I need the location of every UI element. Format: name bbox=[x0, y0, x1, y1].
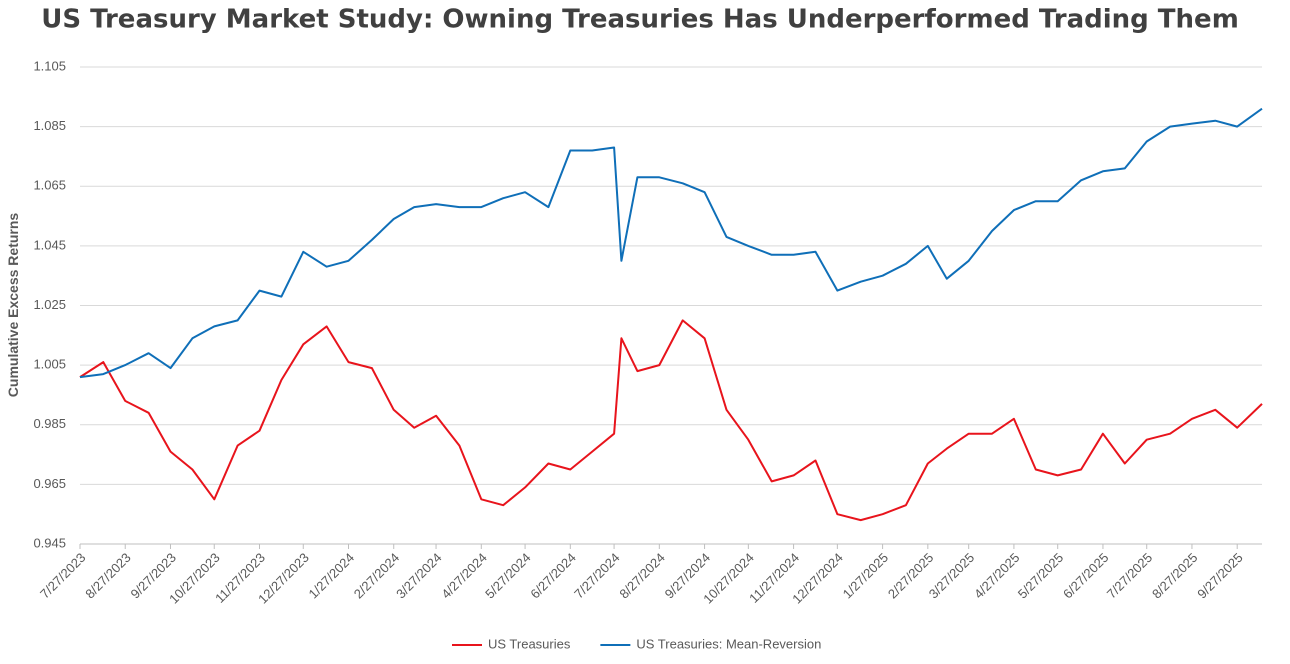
x-tick-label: 7/27/2024 bbox=[571, 550, 623, 602]
legend-label: US Treasuries: Mean-Reversion bbox=[636, 636, 821, 651]
x-tick-label: 5/27/2025 bbox=[1015, 550, 1067, 602]
x-tick-label: 9/27/2025 bbox=[1194, 550, 1246, 602]
y-axis-title: Cumulative Excess Returns bbox=[5, 213, 21, 398]
y-tick-label: 1.025 bbox=[33, 297, 66, 312]
x-tick-label: 8/27/2025 bbox=[1149, 550, 1201, 602]
x-tick-label: 4/27/2025 bbox=[971, 550, 1023, 602]
x-tick-label: 5/27/2024 bbox=[482, 550, 534, 602]
x-tick-label: 3/27/2024 bbox=[393, 550, 445, 602]
legend-label: US Treasuries bbox=[488, 636, 571, 651]
y-tick-label: 0.945 bbox=[33, 535, 66, 550]
y-tick-label: 0.965 bbox=[33, 476, 66, 491]
x-tick-label: 1/27/2024 bbox=[306, 550, 358, 602]
x-tick-label: 6/27/2024 bbox=[527, 550, 579, 602]
x-tick-label: 1/27/2025 bbox=[840, 550, 892, 602]
line-series bbox=[79, 319, 1263, 522]
x-tick-label: 7/27/2023 bbox=[37, 550, 89, 602]
line-series bbox=[79, 107, 1263, 379]
x-tick-label: 8/27/2023 bbox=[82, 550, 134, 602]
x-tick-label: 2/27/2024 bbox=[351, 550, 403, 602]
y-tick-label: 1.085 bbox=[33, 118, 66, 133]
y-tick-label: 1.105 bbox=[33, 58, 66, 73]
x-tick-label: 7/27/2025 bbox=[1104, 550, 1156, 602]
chart-title: US Treasury Market Study: Owning Treasur… bbox=[41, 5, 1239, 35]
x-tick-label: 4/27/2024 bbox=[438, 550, 490, 602]
y-tick-label: 1.065 bbox=[33, 178, 66, 193]
x-tick-label: 8/27/2024 bbox=[616, 550, 668, 602]
x-tick-label: 6/27/2025 bbox=[1060, 550, 1112, 602]
y-tick-label: 1.005 bbox=[33, 357, 66, 372]
y-tick-label: 0.985 bbox=[33, 416, 66, 431]
y-tick-label: 1.045 bbox=[33, 237, 66, 252]
